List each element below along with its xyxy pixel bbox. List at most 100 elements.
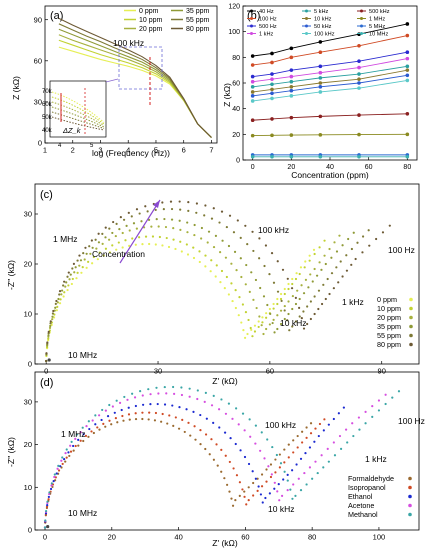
data-point (71, 277, 74, 281)
data-point (122, 419, 125, 422)
data-point (63, 280, 66, 283)
data-point (254, 278, 258, 282)
x-tick-label: 5 (154, 146, 158, 155)
legend-label: Methanol (348, 510, 378, 519)
data-point (102, 422, 105, 425)
data-point (242, 329, 245, 332)
x-tick-label: 3 (98, 146, 102, 155)
data-point (204, 391, 207, 394)
data-point (265, 468, 268, 471)
data-point (258, 257, 261, 260)
data-point (212, 458, 215, 461)
data-point (270, 154, 274, 159)
data-point (163, 385, 166, 389)
data-point (161, 412, 164, 416)
data-point (308, 446, 312, 449)
panel-c-annot-10khz: 10 kHz (280, 318, 306, 328)
data-point (61, 456, 64, 459)
data-point (391, 396, 394, 399)
data-point (165, 392, 168, 395)
legend-label: 500 Hz (259, 24, 277, 30)
data-point (239, 236, 242, 239)
x-tick-label: 1 (43, 146, 47, 155)
data-point (100, 418, 103, 422)
data-point (179, 208, 182, 211)
data-point (66, 288, 69, 292)
data-point (240, 321, 243, 324)
panel-c-series (45, 200, 391, 363)
data-point (183, 430, 186, 434)
data-point (272, 307, 275, 310)
data-point (318, 133, 323, 137)
data-point (296, 289, 299, 292)
y-tick-label: 120 (228, 3, 240, 10)
panel-c: (c) -Z'' (kΩ) Z' (kΩ) 0 30 60 90 0 10 20 30 1 … (6, 183, 420, 386)
inset-series-line (51, 101, 105, 126)
data-point (192, 256, 196, 260)
data-point (323, 239, 326, 242)
data-point (163, 217, 166, 221)
data-point (381, 231, 385, 234)
panel-a-inset-pointer (105, 78, 119, 83)
data-point (162, 208, 165, 211)
series-line (252, 74, 408, 97)
data-point (318, 70, 323, 75)
data-point (308, 466, 312, 469)
data-point (179, 240, 182, 243)
data-point (114, 234, 117, 238)
data-point (247, 318, 250, 322)
data-point (337, 412, 340, 415)
data-point (249, 435, 252, 438)
data-point (63, 458, 66, 461)
data-point (96, 426, 99, 429)
data-point (204, 254, 207, 257)
legend-label: 0 ppm (377, 295, 397, 304)
data-point (134, 417, 138, 421)
y-tick-label: 100 (228, 29, 240, 36)
data-point (59, 298, 62, 301)
data-point (185, 408, 188, 411)
data-point (254, 442, 257, 445)
data-point (250, 133, 255, 138)
data-point (164, 225, 168, 229)
data-point (120, 408, 123, 412)
inset-series-line (51, 116, 105, 131)
data-point (318, 90, 323, 94)
panel-a-legend: 0 ppm 10 ppm 20 ppm 35 ppm 55 ppm 80 ppm (124, 8, 210, 33)
data-point (283, 448, 286, 451)
data-point (305, 436, 308, 439)
legend-label: 20 ppm (139, 26, 163, 33)
data-point (313, 295, 316, 298)
data-point (73, 271, 76, 274)
data-point (289, 79, 294, 84)
data-point (251, 230, 254, 233)
data-point (224, 256, 228, 259)
panel-a-ylabel: Z (kΩ) (11, 76, 21, 100)
data-point (206, 241, 209, 244)
data-point (276, 260, 279, 263)
data-point (88, 427, 91, 431)
data-point (318, 261, 321, 264)
data-point (248, 418, 251, 421)
panel-c-frame (34, 183, 420, 365)
y-tick-label: 30 (34, 98, 42, 107)
data-point (265, 316, 268, 319)
data-point (65, 281, 68, 284)
data-point (289, 154, 294, 159)
data-point (279, 462, 283, 465)
data-point (295, 463, 298, 466)
panel-d-label: (d) (40, 377, 53, 389)
data-point (130, 215, 133, 218)
data-point (47, 498, 50, 501)
data-point (304, 278, 308, 281)
data-point (124, 239, 127, 242)
data-point (271, 445, 274, 449)
data-point (286, 319, 289, 322)
data-point (89, 252, 92, 255)
data-point (289, 55, 294, 60)
data-point (358, 428, 361, 431)
data-point (291, 497, 294, 500)
data-point (56, 305, 59, 308)
y-tick-label: 20 (232, 132, 240, 139)
